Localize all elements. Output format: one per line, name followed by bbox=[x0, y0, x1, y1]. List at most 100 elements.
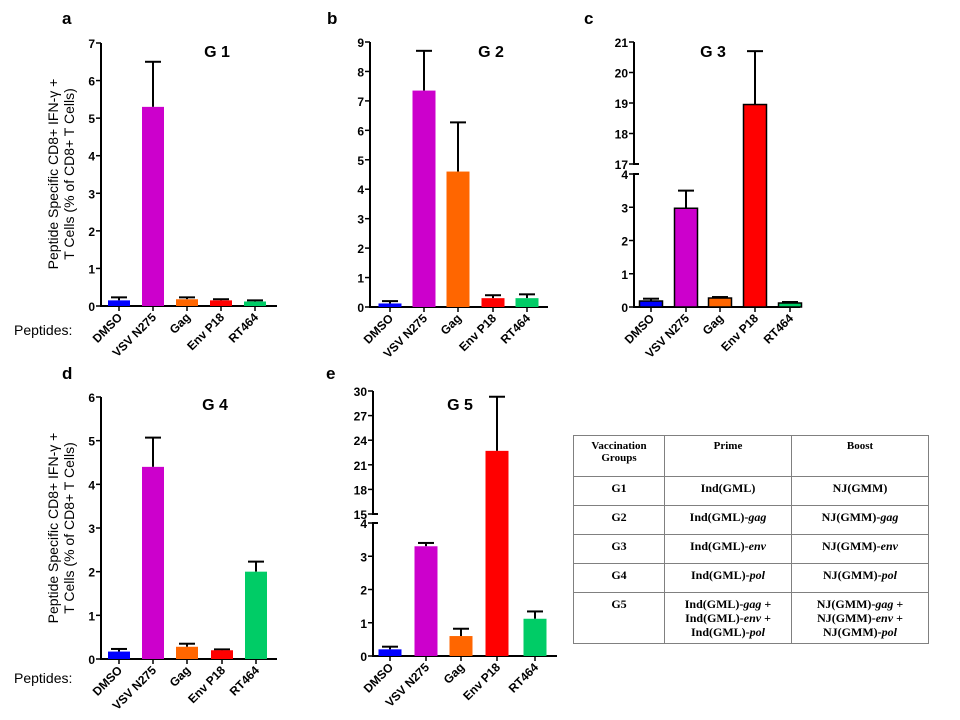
y-tick-label: 18 bbox=[615, 128, 629, 142]
plus-sign: + bbox=[761, 611, 771, 625]
y-tick-label: 1 bbox=[88, 609, 95, 623]
vector-name: NJ(GMM)- bbox=[816, 597, 876, 611]
bar-vsv-n275 bbox=[414, 546, 438, 656]
vector-name: Ind(GML)- bbox=[690, 568, 750, 582]
y-tick-label: 7 bbox=[357, 95, 364, 109]
bar-gag bbox=[176, 646, 198, 659]
x-axis-peptides-label: Peptides: bbox=[14, 322, 72, 338]
y-tick-label: 18 bbox=[354, 483, 368, 497]
y-tick-label: 1 bbox=[88, 262, 95, 276]
plus-sign: + bbox=[893, 597, 904, 611]
y-tick-label: 7 bbox=[88, 37, 95, 51]
vector-name: NJ(GMM)- bbox=[823, 568, 882, 582]
y-tick-label: 3 bbox=[360, 550, 367, 564]
gene-name: pol bbox=[749, 625, 765, 639]
y-tick-label: 5 bbox=[357, 154, 364, 168]
y-tick-label: 4 bbox=[360, 517, 367, 531]
bar-gag bbox=[446, 171, 470, 307]
panel-letter: e bbox=[326, 364, 335, 383]
bar-vsv-n275 bbox=[142, 466, 164, 659]
gene-name: pol bbox=[881, 625, 897, 639]
vector-name: Ind(GML)- bbox=[684, 597, 744, 611]
bar-gag bbox=[449, 636, 473, 656]
y-axis-label-line2: T Cells (% of CD8+ T Cells) bbox=[61, 88, 77, 260]
y-tick-label: 9 bbox=[357, 36, 364, 50]
y-tick-label: 3 bbox=[88, 187, 95, 201]
boost-cell: NJ(GMM)-pol bbox=[791, 563, 929, 593]
prime-cell: Ind(GML)-gag + Ind(GML)-env + Ind(GML)-pol bbox=[664, 592, 792, 644]
y-tick-label: 17 bbox=[615, 158, 629, 172]
y-tick-label: 6 bbox=[88, 75, 95, 89]
table-row: G4 Ind(GML)-pol NJ(GMM)-pol bbox=[573, 563, 929, 593]
bar-dmso bbox=[378, 649, 402, 656]
y-tick-label: 3 bbox=[621, 201, 628, 215]
table-row: G3 Ind(GML)-env NJ(GMM)-env bbox=[573, 534, 929, 564]
bar-rt464 bbox=[777, 302, 803, 308]
vector-name: Ind(GML)- bbox=[685, 611, 744, 625]
y-tick-label: 4 bbox=[621, 168, 628, 182]
gene-name: gag bbox=[875, 597, 894, 611]
x-category-label: Gag bbox=[167, 663, 193, 689]
x-category-label: Env P18 bbox=[184, 310, 227, 353]
bar-env-p18 bbox=[211, 650, 233, 659]
y-tick-label: 1 bbox=[357, 272, 364, 286]
chart-title: G 2 bbox=[478, 44, 504, 61]
vaccination-groups-table: Vaccination Groups Prime Boost G1 Ind(GML… bbox=[573, 435, 929, 644]
gene-name: gag bbox=[880, 510, 899, 524]
prime-cell: Ind(GML)-gag bbox=[664, 505, 792, 535]
y-tick-label: 21 bbox=[615, 36, 629, 50]
y-tick-label: 0 bbox=[360, 650, 367, 664]
y-tick-label: 2 bbox=[88, 566, 95, 580]
y-tick-label: 21 bbox=[354, 459, 368, 473]
x-category-label: Gag bbox=[438, 311, 464, 337]
bar-env-p18 bbox=[742, 103, 768, 308]
prime-cell: Ind(GML)-env bbox=[664, 534, 792, 564]
gene-name: gag bbox=[748, 510, 767, 524]
bar-gag bbox=[707, 297, 733, 308]
x-category-label: RT464 bbox=[761, 311, 797, 347]
vector-name: Ind(GML)- bbox=[690, 539, 749, 553]
y-tick-label: 2 bbox=[88, 225, 95, 239]
bar-vsv-n275 bbox=[142, 106, 164, 306]
table-row: G1 Ind(GML) NJ(GMM) bbox=[573, 476, 929, 506]
x-category-label: RT464 bbox=[227, 663, 263, 699]
x-category-label: RT464 bbox=[506, 660, 542, 696]
header-vaccination-groups: Vaccination Groups bbox=[573, 435, 665, 477]
vector-name: NJ(GMM)- bbox=[822, 539, 881, 553]
y-tick-label: 30 bbox=[354, 385, 368, 399]
y-axis-label-line1: Peptide Specific CD8+ IFN-γ + bbox=[45, 79, 61, 270]
header-prime: Prime bbox=[664, 435, 792, 477]
y-tick-label: 5 bbox=[88, 112, 95, 126]
vector-name: NJ(GMM)- bbox=[821, 510, 881, 524]
boost-cell: NJ(GMM) bbox=[791, 476, 929, 506]
header-boost: Boost bbox=[791, 435, 929, 477]
vector-name: NJ(GMM)- bbox=[817, 611, 876, 625]
bar-rt464 bbox=[523, 618, 547, 656]
gene-name: env bbox=[880, 539, 898, 553]
y-tick-label: 4 bbox=[88, 150, 95, 164]
x-category-label: Gag bbox=[441, 660, 467, 686]
y-tick-label: 0 bbox=[88, 653, 95, 667]
y-tick-label: 15 bbox=[354, 508, 368, 522]
y-tick-label: 24 bbox=[354, 434, 368, 448]
chart-title: G 5 bbox=[447, 397, 473, 414]
y-tick-label: 1 bbox=[621, 268, 628, 282]
group-cell: G1 bbox=[573, 476, 665, 506]
y-axis-label-line1: Peptide Specific CD8+ IFN-γ + bbox=[45, 433, 61, 624]
y-tick-label: 8 bbox=[357, 65, 364, 79]
bar-dmso bbox=[378, 303, 402, 307]
vector-name: Ind(GML) bbox=[700, 481, 756, 495]
y-axis-label-line2: T Cells (% of CD8+ T Cells) bbox=[61, 442, 77, 614]
bar-vsv-n275 bbox=[412, 90, 436, 307]
table-row: G5 Ind(GML)-gag + Ind(GML)-env + Ind(GML)-p… bbox=[573, 592, 929, 644]
chart-title: G 3 bbox=[700, 44, 726, 61]
bar-dmso bbox=[108, 300, 130, 306]
prime-cell: Ind(GML)-pol bbox=[664, 563, 792, 593]
group-cell: G5 bbox=[573, 592, 665, 644]
x-category-label: RT464 bbox=[498, 311, 534, 347]
x-category-label: Env P18 bbox=[185, 663, 228, 706]
